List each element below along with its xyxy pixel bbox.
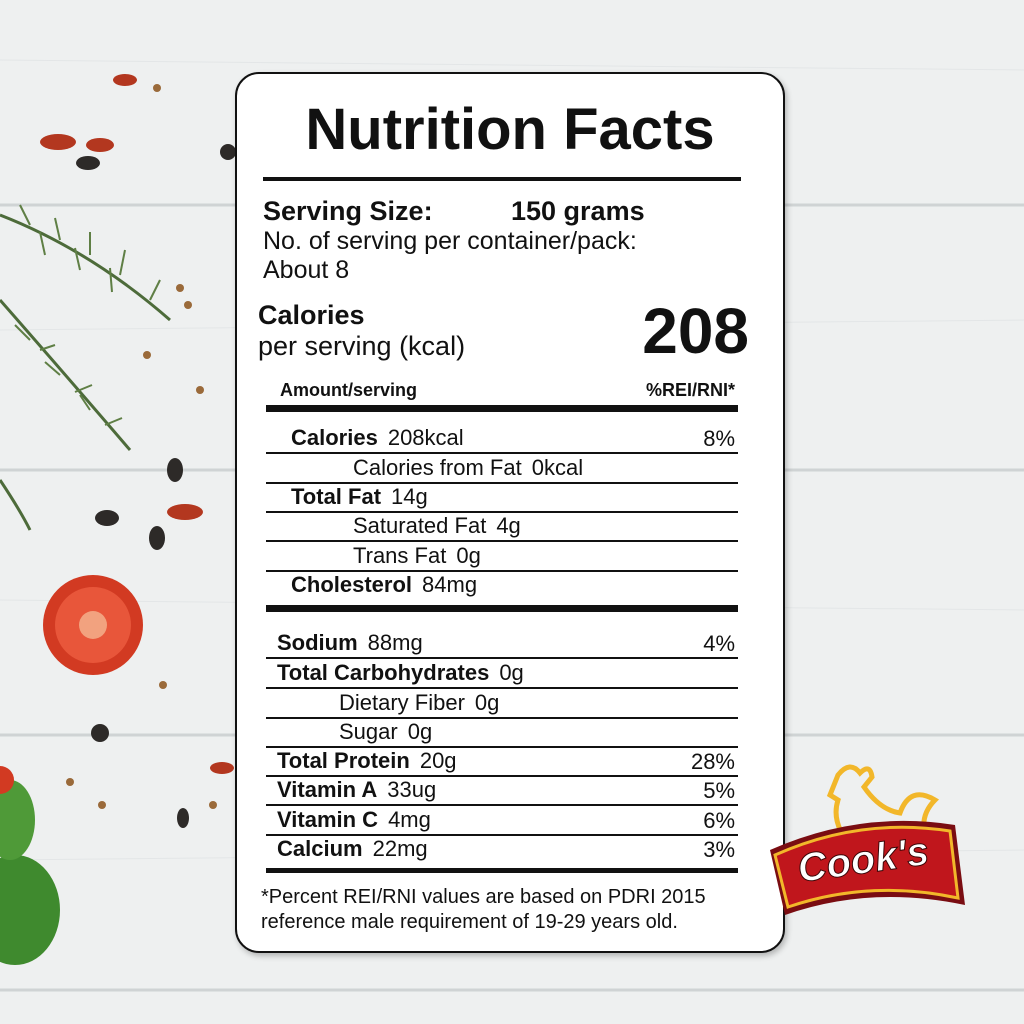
nutrient-amount: 0g bbox=[499, 660, 524, 685]
rule bbox=[266, 775, 738, 777]
nutrient-row: Calcium 22mg bbox=[277, 838, 428, 860]
rule bbox=[266, 570, 738, 572]
rule bbox=[266, 867, 738, 873]
rule bbox=[263, 177, 741, 181]
nutrient-name: Calcium bbox=[277, 836, 363, 861]
calories-sublabel: per serving (kcal) bbox=[258, 330, 466, 361]
brand-logo: Cook's bbox=[770, 764, 965, 915]
rule bbox=[266, 657, 738, 659]
rule bbox=[266, 717, 738, 719]
nutrient-row: Total Protein 20g bbox=[277, 750, 457, 772]
nutrient-percent: 8% bbox=[703, 426, 735, 451]
footnote: *Percent REI/RNI values are based on PDR… bbox=[261, 886, 706, 908]
nutrient-row: Cholesterol 84mg bbox=[291, 574, 477, 596]
nutrient-amount: 0g bbox=[407, 719, 433, 744]
nutrient-amount: 208kcal bbox=[387, 425, 464, 450]
rule bbox=[266, 804, 738, 806]
serving-size-value: 150 grams bbox=[511, 195, 645, 226]
nutrient-name: Total Protein bbox=[277, 748, 410, 773]
rule bbox=[266, 540, 738, 542]
nutrient-row: Total Fat 14g bbox=[291, 486, 428, 508]
rule bbox=[266, 604, 738, 612]
nutrient-percent: 5% bbox=[703, 778, 735, 803]
nutrient-name: Vitamin A bbox=[277, 777, 378, 802]
nutrient-name: Calories from Fat bbox=[353, 455, 522, 480]
nutrient-amount: 0g bbox=[474, 690, 500, 715]
nutrient-amount: 88mg bbox=[367, 630, 423, 655]
nutrient-amount: 22mg bbox=[372, 836, 428, 861]
nutrient-percent: 3% bbox=[703, 837, 735, 862]
rule bbox=[266, 404, 738, 412]
nutrient-row: Vitamin C 4mg bbox=[277, 809, 431, 831]
nutrient-percent: 6% bbox=[703, 808, 735, 833]
rule bbox=[266, 452, 738, 454]
nutrient-amount: 84mg bbox=[422, 572, 478, 597]
nutrient-amount: 4mg bbox=[388, 807, 431, 832]
nutrient-name: Sugar bbox=[339, 719, 398, 744]
nutrient-amount: 4g bbox=[496, 513, 521, 538]
nutrient-row: Total Carbohydrates 0g bbox=[277, 662, 524, 684]
nutrient-name: Dietary Fiber bbox=[339, 690, 465, 715]
nutrient-row: Vitamin A 33ug bbox=[277, 779, 436, 801]
nutrient-row: Calories 208kcal bbox=[291, 427, 464, 449]
nutrient-row: Calories from Fat 0kcal bbox=[353, 457, 583, 479]
rule bbox=[266, 482, 738, 484]
nutrient-name: Sodium bbox=[277, 630, 358, 655]
nutrient-name: Total Carbohydrates bbox=[277, 660, 490, 685]
calories-label: Calories bbox=[258, 299, 365, 330]
nutrient-amount: 20g bbox=[419, 748, 457, 773]
nutrient-row: Sugar 0g bbox=[339, 721, 432, 743]
rule bbox=[266, 746, 738, 748]
rule bbox=[266, 687, 738, 689]
nutrient-percent: 28% bbox=[690, 749, 735, 774]
nutrient-amount: 0g bbox=[456, 543, 481, 568]
title: Nutrition Facts bbox=[305, 97, 715, 162]
nutrient-name: Vitamin C bbox=[277, 807, 379, 832]
nutrient-name: Trans Fat bbox=[353, 543, 447, 568]
nutrient-row: Sodium 88mg bbox=[277, 632, 423, 654]
nutrient-name: Calories bbox=[291, 425, 378, 450]
percent-header: %REI/RNI* bbox=[645, 380, 735, 400]
nutrient-percent: 4% bbox=[703, 631, 735, 656]
rule bbox=[266, 511, 738, 513]
amount-header: Amount/serving bbox=[280, 380, 418, 400]
nutrient-amount: 33ug bbox=[387, 777, 437, 802]
rule bbox=[266, 834, 738, 836]
nutrient-amount: 14g bbox=[391, 484, 428, 509]
nutrient-amount: 0kcal bbox=[531, 455, 584, 480]
nutrient-name: Total Fat bbox=[291, 484, 382, 509]
calories-value: 208 bbox=[642, 295, 749, 367]
nutrient-name: Saturated Fat bbox=[353, 513, 487, 538]
servings-per-container-value: About 8 bbox=[263, 255, 350, 284]
nutrient-row: Saturated Fat 4g bbox=[353, 515, 521, 537]
serving-size-label: Serving Size: bbox=[263, 195, 433, 226]
nutrient-name: Cholesterol bbox=[291, 572, 413, 597]
nutrient-row: Dietary Fiber 0g bbox=[339, 692, 499, 714]
servings-per-container-label: No. of serving per container/pack: bbox=[263, 226, 637, 255]
footnote: reference male requirement of 19-29 year… bbox=[261, 911, 678, 933]
nutrient-row: Trans Fat 0g bbox=[353, 545, 481, 567]
